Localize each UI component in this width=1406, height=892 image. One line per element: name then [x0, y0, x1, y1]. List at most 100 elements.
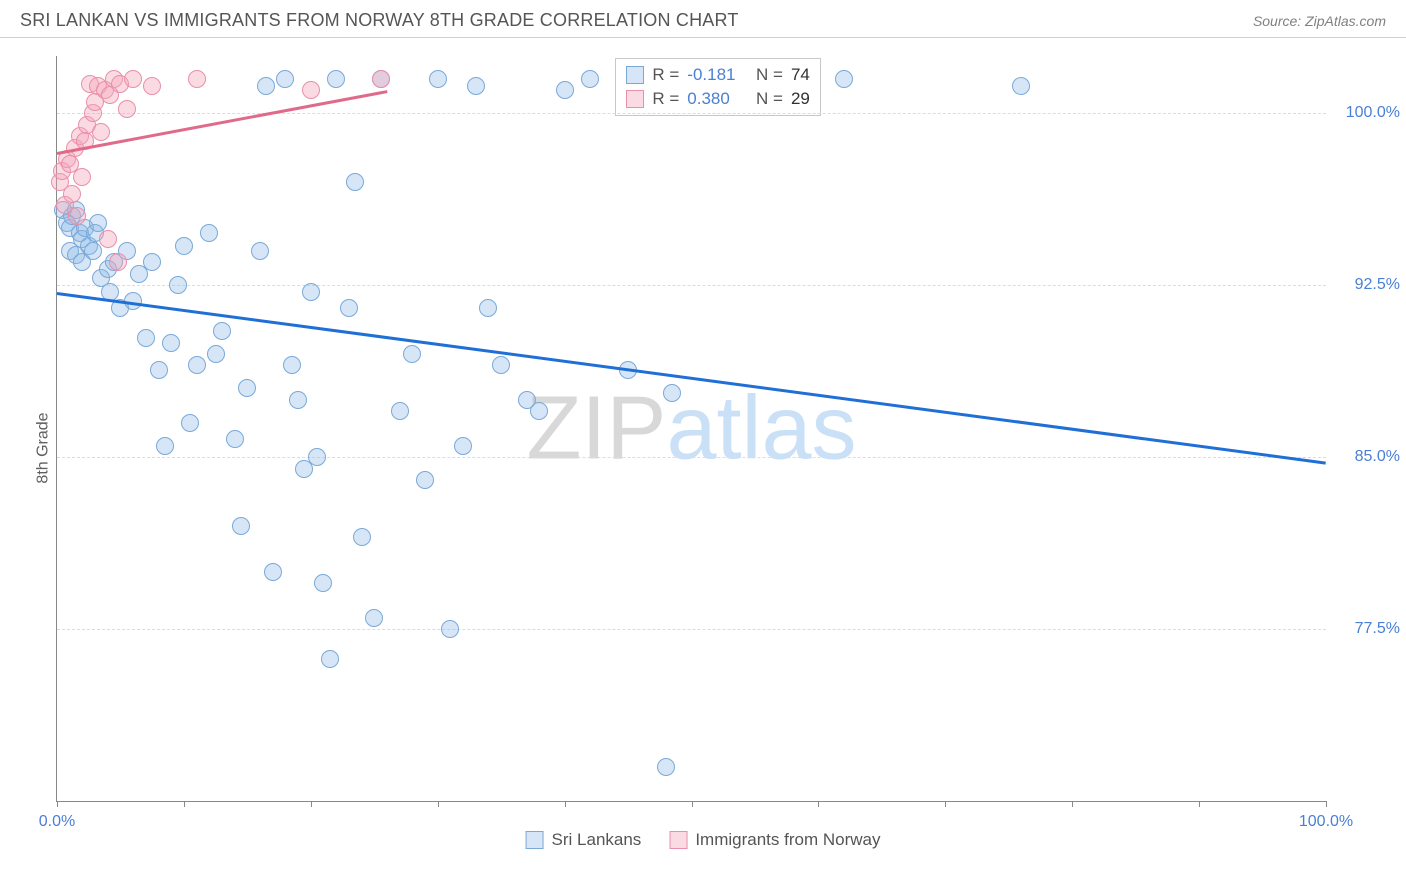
watermark-left: ZIP	[526, 378, 666, 478]
scatter-point	[283, 356, 301, 374]
x-tick-mark	[57, 801, 58, 807]
stat-row-0: R = -0.181 N = 74	[626, 63, 810, 87]
scatter-point	[403, 345, 421, 363]
scatter-point	[289, 391, 307, 409]
scatter-point	[257, 77, 275, 95]
scatter-point	[162, 334, 180, 352]
trend-line	[57, 292, 1326, 464]
scatter-point	[156, 437, 174, 455]
chart-title: SRI LANKAN VS IMMIGRANTS FROM NORWAY 8TH…	[20, 10, 739, 31]
scatter-point	[391, 402, 409, 420]
scatter-point	[89, 214, 107, 232]
r-value-0: -0.181	[687, 65, 743, 85]
scatter-point	[188, 70, 206, 88]
legend-item: Sri Lankans	[526, 830, 642, 850]
scatter-point	[835, 70, 853, 88]
scatter-point	[169, 276, 187, 294]
scatter-point	[327, 70, 345, 88]
legend-label: Sri Lankans	[552, 830, 642, 850]
y-tick-label: 100.0%	[1330, 104, 1400, 122]
scatter-point	[175, 237, 193, 255]
x-tick-mark	[184, 801, 185, 807]
stat-row-1: R = 0.380 N = 29	[626, 87, 810, 111]
scatter-point	[479, 299, 497, 317]
chart-area: 8th Grade ZIPatlas R = -0.181 N = 74 R =…	[0, 38, 1406, 858]
x-tick-mark	[1199, 801, 1200, 807]
x-tick-mark	[818, 801, 819, 807]
scatter-point	[663, 384, 681, 402]
bottom-legend: Sri Lankans Immigrants from Norway	[526, 830, 881, 850]
scatter-point	[454, 437, 472, 455]
scatter-point	[232, 517, 250, 535]
scatter-point	[340, 299, 358, 317]
scatter-point	[68, 207, 86, 225]
scatter-point	[118, 100, 136, 118]
x-tick-mark	[692, 801, 693, 807]
scatter-point	[416, 471, 434, 489]
gridline	[57, 629, 1326, 630]
scatter-point	[143, 253, 161, 271]
scatter-point	[84, 242, 102, 260]
scatter-point	[657, 758, 675, 776]
legend-item: Immigrants from Norway	[669, 830, 880, 850]
legend-label: Immigrants from Norway	[695, 830, 880, 850]
x-tick-mark	[565, 801, 566, 807]
x-tick-mark	[1072, 801, 1073, 807]
scatter-point	[556, 81, 574, 99]
scatter-point	[73, 168, 91, 186]
scatter-point	[109, 253, 127, 271]
y-axis-label: 8th Grade	[35, 412, 53, 483]
scatter-point	[314, 574, 332, 592]
scatter-point	[321, 650, 339, 668]
scatter-point	[276, 70, 294, 88]
scatter-point	[63, 185, 81, 203]
gridline	[57, 285, 1326, 286]
scatter-point	[530, 402, 548, 420]
scatter-point	[181, 414, 199, 432]
scatter-point	[429, 70, 447, 88]
plot-region: ZIPatlas R = -0.181 N = 74 R = 0.380 N =…	[56, 56, 1326, 802]
scatter-point	[207, 345, 225, 363]
scatter-point	[581, 70, 599, 88]
scatter-point	[226, 430, 244, 448]
chart-source: Source: ZipAtlas.com	[1253, 13, 1386, 29]
scatter-point	[302, 283, 320, 301]
scatter-point	[99, 230, 117, 248]
scatter-point	[353, 528, 371, 546]
x-tick-mark	[1326, 801, 1327, 807]
scatter-point	[137, 329, 155, 347]
stat-swatch-1	[626, 90, 644, 108]
scatter-point	[238, 379, 256, 397]
scatter-point	[188, 356, 206, 374]
scatter-point	[441, 620, 459, 638]
scatter-point	[124, 70, 142, 88]
legend-swatch	[526, 831, 544, 849]
gridline	[57, 113, 1326, 114]
scatter-point	[467, 77, 485, 95]
scatter-point	[346, 173, 364, 191]
x-tick-mark	[311, 801, 312, 807]
scatter-point	[150, 361, 168, 379]
n-value-0: 74	[791, 65, 810, 85]
x-tick-label: 100.0%	[1299, 813, 1353, 831]
x-tick-mark	[438, 801, 439, 807]
scatter-point	[302, 81, 320, 99]
scatter-point	[308, 448, 326, 466]
scatter-point	[365, 609, 383, 627]
scatter-point	[213, 322, 231, 340]
scatter-point	[372, 70, 390, 88]
y-tick-label: 77.5%	[1330, 620, 1400, 638]
watermark-right: atlas	[666, 378, 856, 478]
scatter-point	[264, 563, 282, 581]
scatter-point	[92, 123, 110, 141]
chart-header: SRI LANKAN VS IMMIGRANTS FROM NORWAY 8TH…	[0, 0, 1406, 38]
scatter-point	[251, 242, 269, 260]
y-tick-label: 85.0%	[1330, 448, 1400, 466]
legend-swatch	[669, 831, 687, 849]
gridline	[57, 457, 1326, 458]
scatter-point	[1012, 77, 1030, 95]
x-tick-mark	[945, 801, 946, 807]
stat-swatch-0	[626, 66, 644, 84]
scatter-point	[200, 224, 218, 242]
r-value-1: 0.380	[687, 89, 743, 109]
